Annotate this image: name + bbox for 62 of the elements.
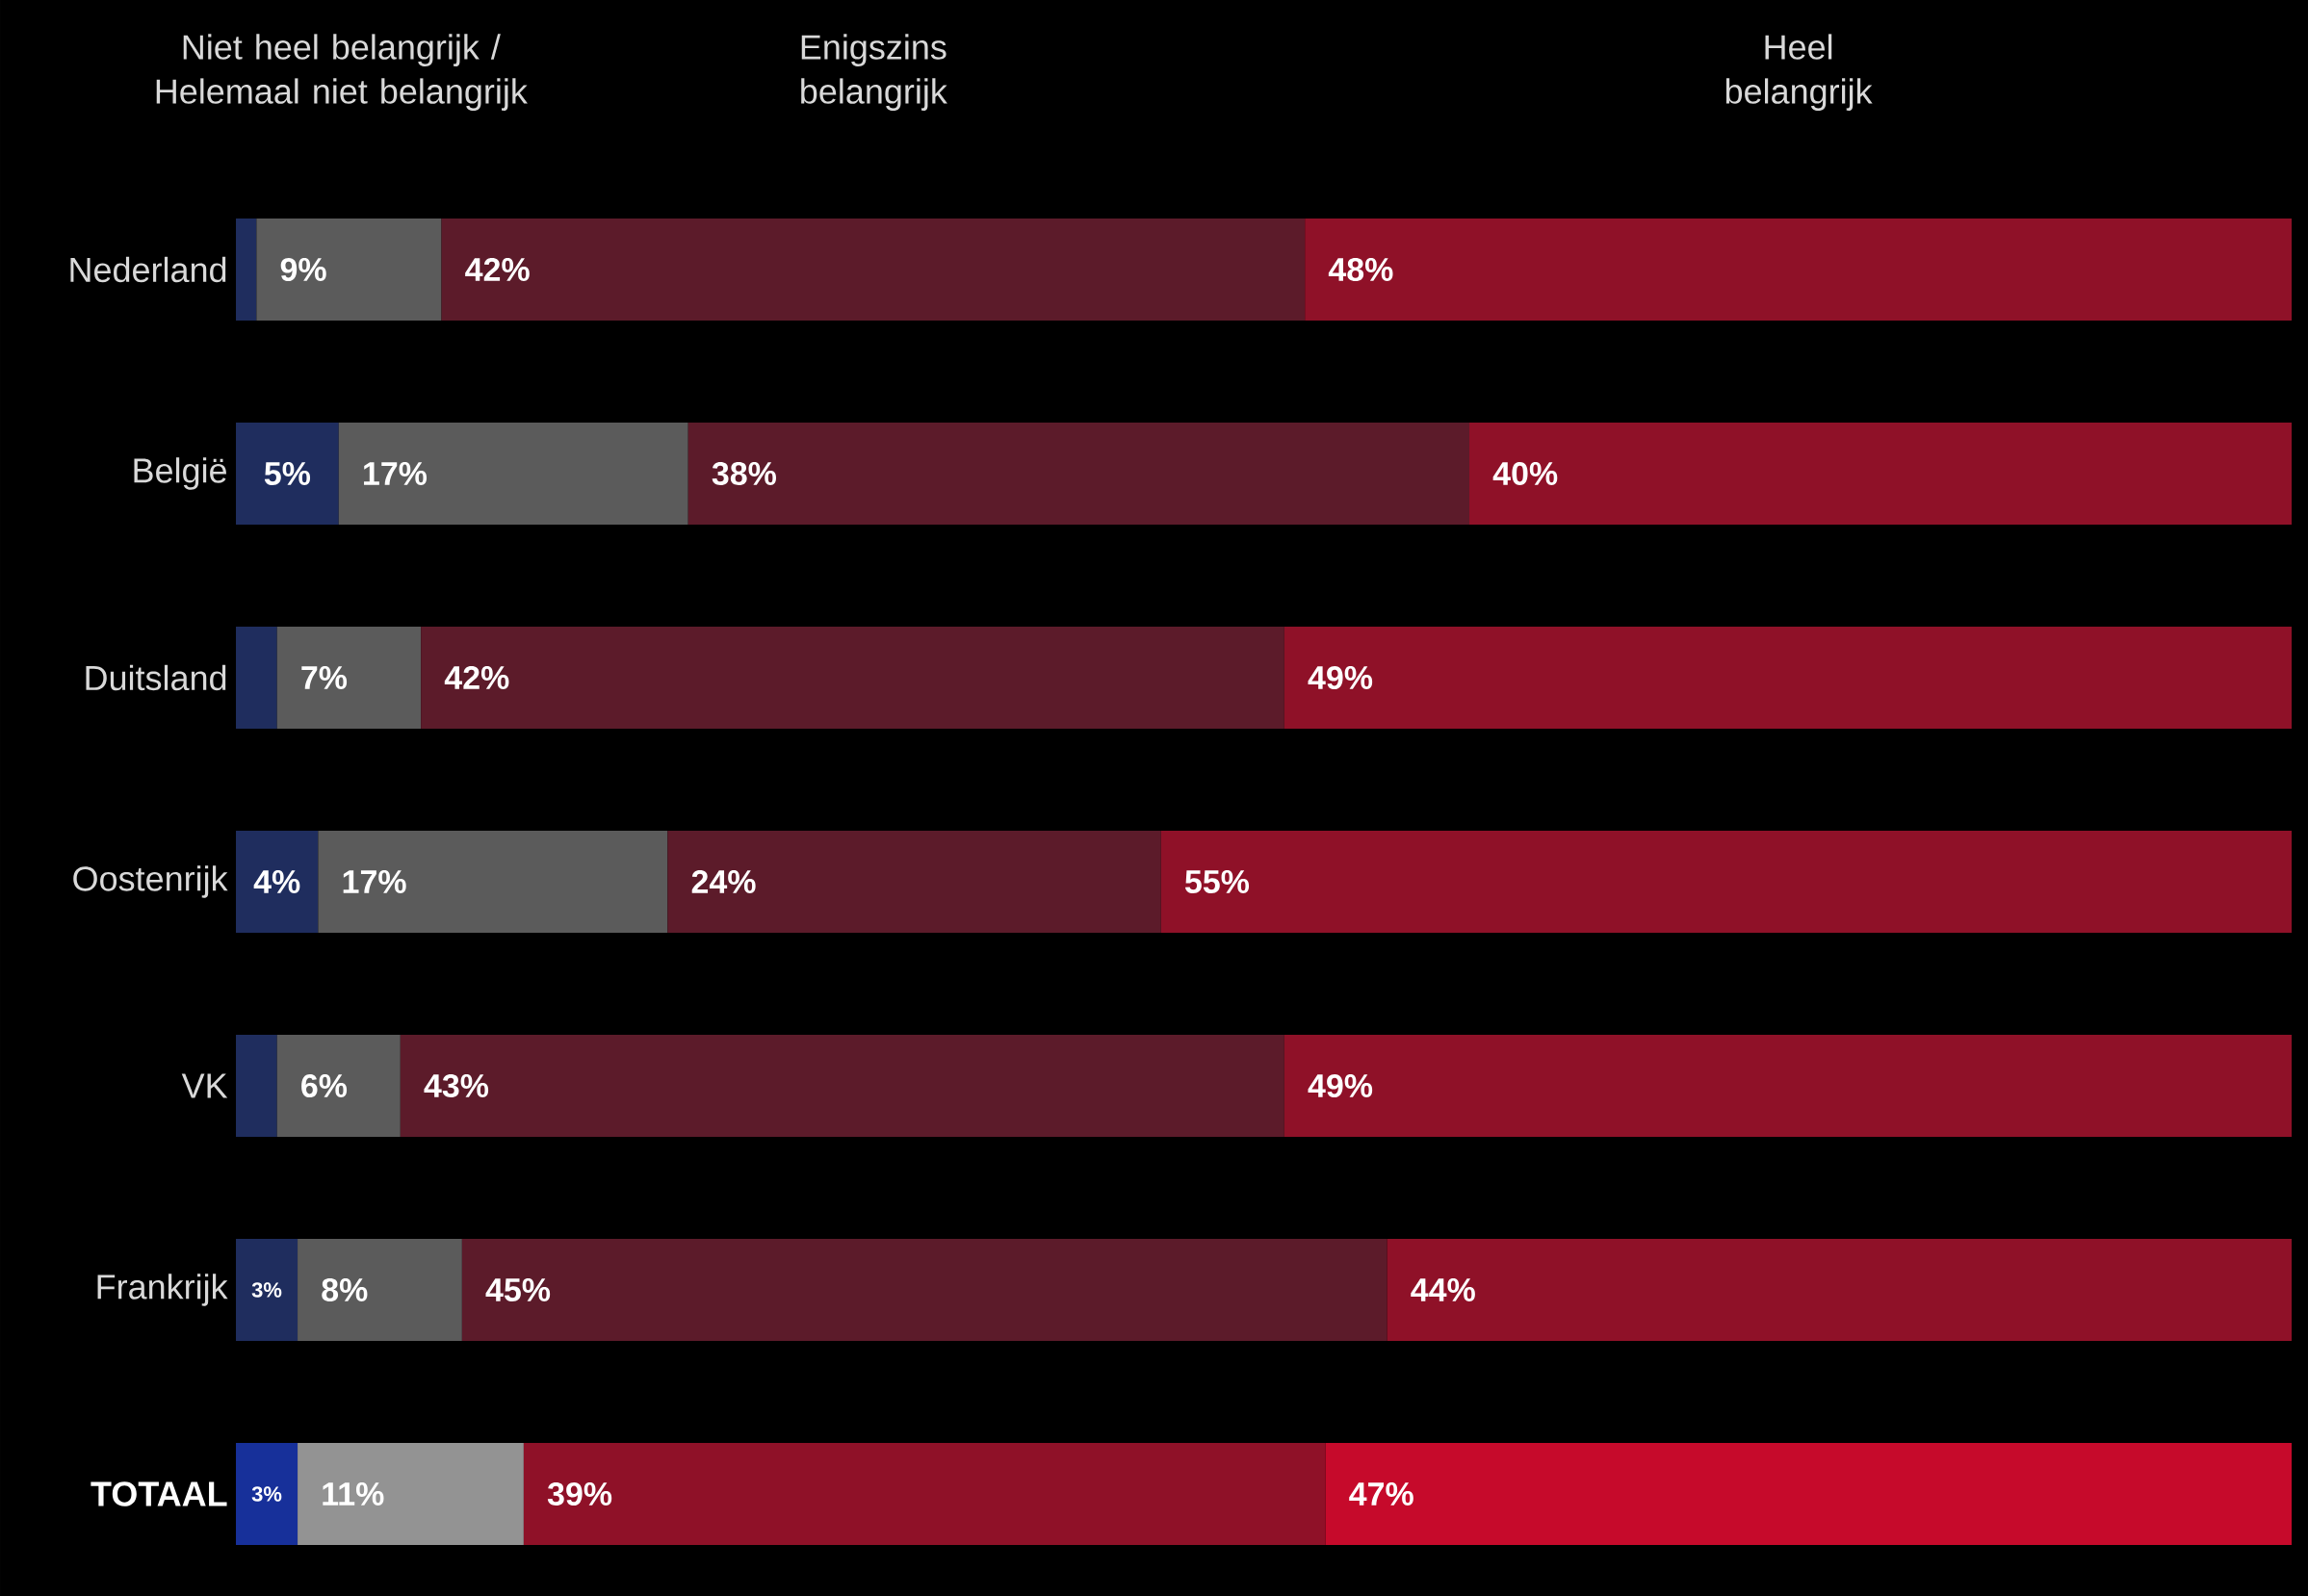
bar xyxy=(236,1443,298,1545)
y-tick-label: TOTAAL xyxy=(91,1481,227,1506)
data-label: 11% xyxy=(323,1482,384,1506)
text: Heel belangrijk xyxy=(1725,34,1873,111)
y-tick-label: Duitsland xyxy=(86,664,226,691)
text: Niet heel belangrijk / Helemaal niet belangrijk xyxy=(156,34,528,111)
data-label: 45% xyxy=(485,1278,551,1302)
data-label: 44% xyxy=(1411,1278,1475,1301)
data-label: 49% xyxy=(1308,1073,1373,1098)
data-label: 38% xyxy=(712,461,776,486)
bar xyxy=(276,627,422,729)
data-label: 3% xyxy=(251,1282,282,1298)
y-tick-label: Nederland xyxy=(70,256,226,283)
bar xyxy=(236,219,257,321)
bar xyxy=(338,423,688,525)
y-tick-label: Frankrijk xyxy=(97,1274,228,1306)
data-label: 6% xyxy=(301,1073,348,1098)
bar xyxy=(461,1239,1387,1341)
data-label: 47% xyxy=(1349,1482,1413,1506)
text: Enigszins belangrijk xyxy=(801,34,947,111)
bar xyxy=(298,1239,462,1341)
bar xyxy=(318,831,668,933)
bar xyxy=(298,1443,524,1545)
data-label: 42% xyxy=(444,665,509,689)
data-label: 55% xyxy=(1184,870,1250,894)
data-label: 3% xyxy=(251,1486,282,1502)
bar xyxy=(236,1239,298,1341)
data-label: 49% xyxy=(1308,665,1373,690)
bar xyxy=(236,1035,277,1137)
data-label: 4% xyxy=(253,870,300,893)
data-label: 40% xyxy=(1492,461,1558,486)
data-label: 39% xyxy=(547,1481,612,1506)
data-label: 48% xyxy=(1328,257,1393,282)
data-label: 9% xyxy=(280,257,326,282)
data-label: 7% xyxy=(301,666,348,689)
bar xyxy=(687,423,1470,525)
bar xyxy=(276,1035,401,1137)
bar xyxy=(256,219,442,321)
bar xyxy=(441,219,1306,321)
data-label: 24% xyxy=(691,869,756,893)
bar xyxy=(1284,627,2292,729)
bar xyxy=(400,1035,1284,1137)
bar xyxy=(1160,831,2292,933)
data-label: 42% xyxy=(465,257,530,281)
bar xyxy=(1305,219,2292,321)
bar xyxy=(421,627,1284,729)
bar xyxy=(236,831,319,933)
y-tick-label: VK xyxy=(181,1073,228,1098)
bar xyxy=(1469,423,2292,525)
bar xyxy=(1325,1443,2292,1545)
data-label: 8% xyxy=(322,1277,368,1302)
y-tick-label: België xyxy=(134,457,226,490)
data-label: 17% xyxy=(343,870,406,893)
bar xyxy=(1387,1239,2292,1341)
y-tick-label: Oostenrijk xyxy=(73,865,228,898)
bar xyxy=(1284,1035,2292,1137)
bar xyxy=(667,831,1161,933)
bar xyxy=(236,423,339,525)
data-label: 43% xyxy=(424,1073,489,1098)
data-label: 17% xyxy=(364,462,428,485)
bar xyxy=(236,627,277,729)
data-label: 5% xyxy=(264,462,311,486)
